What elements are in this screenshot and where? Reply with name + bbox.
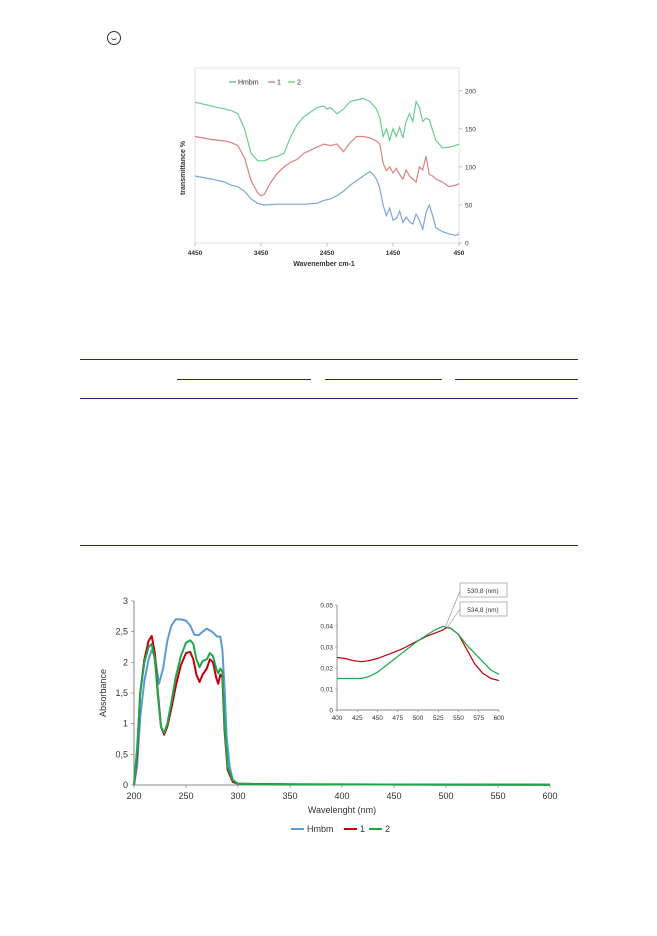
uv-absorbance-chart: 200 250 300 350 400 450 500 550 600 0 0,5 1 1,5 2 2,5 3…	[98, 582, 558, 834]
uv-y-tick-label: 3	[123, 596, 128, 606]
annotation-534: 534,8 (nm)	[446, 601, 508, 629]
ir-legend-label: 1	[277, 80, 281, 87]
ir-y-tick-label: 0	[465, 241, 469, 248]
inset-x-tick-label: 400	[332, 715, 343, 722]
ir-series-1-line	[194, 135, 460, 197]
inset-x-tick-label: 550	[453, 715, 464, 722]
uv-x-tick-label: 450	[386, 791, 401, 801]
inset-y-tick-label: 0,04	[320, 624, 333, 631]
ir-x-tick-label: 450	[454, 250, 465, 257]
ir-legend-label: Hmbm	[238, 80, 259, 87]
inset-x-tick-label: 575	[473, 715, 484, 722]
uv-legend-label: Hmbm	[307, 824, 334, 834]
uv-x-tick-label: 250	[178, 791, 193, 801]
uv-x-tick-label: 500	[438, 791, 453, 801]
inset-x-tick-label: 475	[392, 715, 403, 722]
table-bottom-rule	[80, 545, 578, 546]
uv-legend: Hmbm 1 2	[291, 824, 390, 834]
uv-y-tick-label: 0	[123, 780, 128, 790]
ir-y-tick-label: 150	[465, 126, 476, 133]
ir-series-2-line	[194, 97, 460, 162]
uv-x-tick-label: 350	[282, 791, 297, 801]
ir-legend-label: 2	[297, 80, 301, 87]
inset-plot-area	[337, 605, 499, 710]
uv-y-axis-label: Absorbance	[98, 669, 108, 717]
ir-plot-area	[194, 67, 460, 244]
inset-x-tick-label: 600	[494, 715, 505, 722]
uv-y-tick-label: 1	[123, 719, 128, 729]
ir-legend: Hmbm 1 2	[229, 80, 301, 87]
ir-x-tick-label: 3450	[254, 250, 269, 257]
inset-series-2-line	[337, 625, 500, 680]
table-group-rule-3	[455, 379, 578, 380]
inset-x-tick-label: 500	[413, 715, 424, 722]
table-group-rule-2	[325, 379, 442, 380]
ir-x-tick-label: 4450	[188, 250, 203, 257]
inset-y-tick-label: 0,03	[320, 645, 333, 652]
ir-y-tick-label: 50	[465, 202, 473, 209]
open-access-icon	[107, 31, 121, 45]
ir-x-axis-label: Wavenember cm-1	[293, 261, 355, 268]
inset-y-tick-label: 0,01	[320, 687, 333, 694]
ir-y-axis-label: transmittance %	[180, 140, 187, 195]
uv-x-tick-label: 550	[490, 791, 505, 801]
annotation-530: 530,8 (nm)	[444, 582, 508, 629]
inset-x-tick-label: 450	[372, 715, 383, 722]
uv-y-tick-label: 2,5	[115, 627, 128, 637]
annotation-534-label: 534,8 (nm)	[467, 607, 498, 614]
ir-series-Hmbm-line	[194, 170, 460, 237]
uv-x-tick-label: 600	[542, 791, 557, 801]
ir-x-tick-label: 1450	[386, 250, 401, 257]
uv-x-tick-label: 200	[126, 791, 141, 801]
uv-x-tick-label: 300	[230, 791, 245, 801]
ir-y-tick-label: 200	[465, 88, 476, 95]
table-top-rule	[80, 359, 578, 360]
ir-x-tick-label: 2450	[320, 250, 335, 257]
uv-y-tick-label: 1,5	[115, 688, 128, 698]
inset-x-tick-label: 525	[433, 715, 444, 722]
uv-y-tick-label: 0,5	[115, 749, 128, 759]
uv-x-tick-label: 400	[334, 791, 349, 801]
uv-series-2-line	[133, 639, 551, 786]
uv-legend-label: 1	[360, 824, 365, 834]
uv-x-axis-label: Wavelenght (nm)	[308, 805, 376, 815]
ir-y-tick-label: 100	[465, 164, 476, 171]
annotation-530-label: 530,8 (nm)	[467, 588, 498, 595]
table-group-rule-1	[177, 379, 311, 380]
uv-legend-label: 2	[385, 824, 390, 834]
inset-y-tick-label: 0,02	[320, 666, 333, 673]
inset-y-tick-label: 0	[329, 708, 333, 715]
table-header-rule	[80, 398, 578, 399]
inset-y-tick-label: 0,05	[320, 603, 333, 610]
inset-x-tick-label: 425	[352, 715, 363, 722]
uv-y-tick-label: 2	[123, 657, 128, 667]
uv-inset-chart: 400 425 450 475 500 525 550 575 600 0 0,01 0,02 0,03…	[320, 582, 508, 722]
